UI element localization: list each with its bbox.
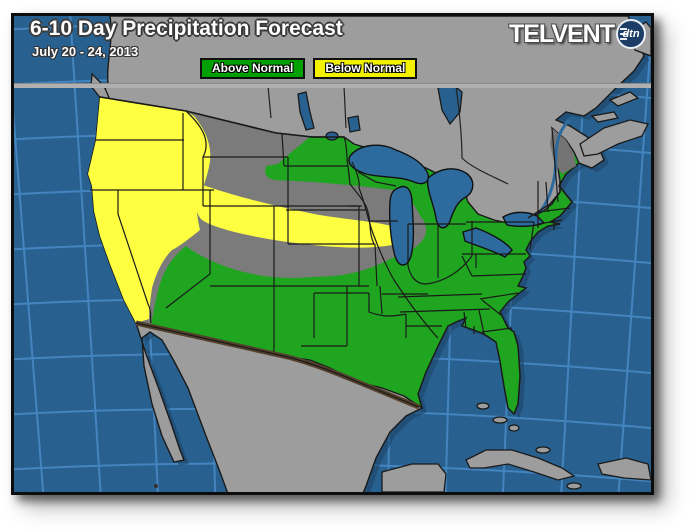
below-normal-region-plains-tongue	[195, 184, 408, 248]
header-divider-edge	[14, 83, 651, 84]
state-borders	[90, 110, 571, 354]
forecast-map	[14, 16, 651, 492]
lake-huron	[426, 168, 474, 229]
us-canada-border	[99, 96, 344, 138]
bahamas-island	[492, 416, 508, 424]
lake-nipigon	[347, 115, 361, 133]
page-title: 6-10 Day Precipitation Forecast	[30, 17, 343, 40]
islands	[90, 21, 651, 492]
jamaica	[566, 482, 582, 490]
header-divider	[14, 83, 651, 88]
telvent-logo-text: TELVENT	[508, 19, 615, 48]
lake-winnipeg	[297, 91, 315, 131]
forecast-map-panel: 6-10 Day Precipitation Forecast July 20 …	[11, 13, 654, 495]
great-lakes	[348, 144, 546, 266]
legend-above-normal: Above Normal	[200, 58, 306, 79]
canada-waters	[297, 83, 463, 141]
legend: Above Normal Below Normal	[200, 58, 418, 79]
lake-superior	[348, 144, 430, 185]
st-lawrence-river	[538, 118, 571, 213]
forecast-date-range: July 20 - 24, 2013	[32, 44, 139, 59]
bahamas-island	[535, 446, 551, 454]
yucatan-peninsula	[381, 463, 447, 492]
legend-below-normal: Below Normal	[313, 58, 418, 79]
hispaniola	[597, 457, 651, 481]
island-dot	[154, 484, 158, 488]
below-normal-region-west	[88, 97, 211, 323]
cuba	[465, 449, 576, 481]
lake-of-the-woods	[325, 131, 339, 141]
branding: TELVENT dtn	[509, 19, 646, 49]
map-header-overlay: 6-10 Day Precipitation Forecast July 20 …	[14, 16, 651, 492]
anticosti-island	[608, 91, 640, 107]
prince-edward-island	[590, 111, 620, 123]
dtn-globe-lines	[620, 28, 627, 40]
province-borders	[267, 85, 509, 185]
us-canada-border-east	[527, 181, 561, 219]
dtn-globe-icon: dtn	[616, 19, 646, 49]
bahamas-island	[508, 424, 520, 432]
dtn-logo-text: dtn	[622, 28, 640, 40]
nova-scotia	[579, 119, 649, 157]
us-mexico-border-line	[135, 322, 420, 408]
bahamas-island	[476, 402, 490, 410]
